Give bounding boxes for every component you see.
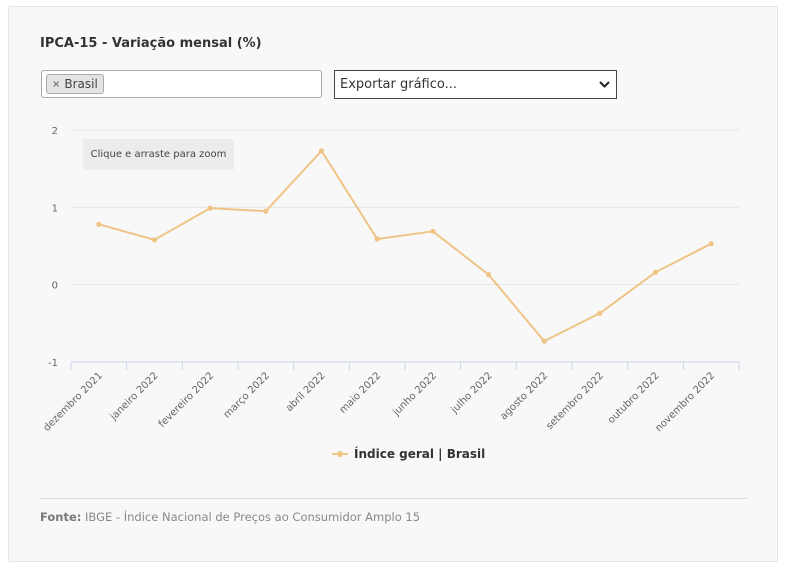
x-tick-label: dezembro 2021 — [42, 370, 105, 433]
footer-divider — [40, 498, 748, 499]
data-point[interactable] — [485, 272, 492, 278]
series-line — [98, 149, 712, 343]
data-point[interactable] — [207, 205, 213, 211]
data-point[interactable] — [597, 310, 603, 316]
x-tick-label: maio 2022 — [338, 370, 384, 416]
y-tick-label: 0 — [52, 281, 58, 292]
data-point[interactable] — [318, 148, 325, 154]
x-tick-label: fevereiro 2022 — [157, 370, 217, 430]
remove-chip-icon[interactable]: × — [52, 78, 61, 90]
region-filter-input[interactable]: × Brasil — [41, 70, 322, 98]
data-point[interactable] — [430, 228, 436, 234]
zoom-hint: Clique e arraste para zoom — [83, 139, 234, 170]
x-tick-label: novembro 2022 — [653, 370, 717, 434]
data-point[interactable] — [151, 237, 158, 243]
x-tick-label: janeiro 2022 — [108, 370, 161, 423]
filter-chip-label: Brasil — [64, 77, 98, 91]
source-text: IBGE - Índice Nacional de Preços ao Cons… — [85, 510, 421, 524]
data-point[interactable] — [708, 241, 714, 247]
source-label: Fonte: — [40, 510, 82, 524]
x-tick-label: março 2022 — [222, 370, 272, 420]
filter-chip-brasil: × Brasil — [46, 74, 104, 94]
y-tick-label: 1 — [52, 203, 58, 214]
x-tick-label: setembro 2022 — [544, 370, 606, 432]
chart-title: IPCA-15 - Variação mensal (%) — [40, 36, 262, 51]
legend-label: Índice geral | Brasil — [354, 447, 486, 461]
footer-source: Fonte: IBGE - Índice Nacional de Preços … — [40, 510, 420, 524]
x-tick-label: outubro 2022 — [606, 370, 662, 426]
x-tick-label: agosto 2022 — [498, 370, 550, 422]
x-tick-label: julho 2022 — [449, 370, 495, 416]
data-point[interactable] — [541, 338, 547, 344]
export-selected-value: Exportar gráfico... — [340, 77, 458, 92]
export-chart-select[interactable]: Exportar gráfico... — [334, 70, 617, 99]
data-point[interactable] — [96, 221, 102, 227]
data-point[interactable] — [263, 208, 269, 214]
y-tick-label: 2 — [52, 126, 58, 137]
legend-swatch — [332, 449, 348, 459]
chevron-down-icon — [599, 78, 610, 91]
data-point[interactable] — [374, 236, 380, 242]
y-tick-label: -1 — [48, 358, 58, 369]
legend-item[interactable]: Índice geral | Brasil — [332, 446, 485, 462]
x-tick-label: abril 2022 — [284, 370, 328, 414]
data-point[interactable] — [652, 269, 659, 275]
x-tick-label: junho 2022 — [390, 370, 438, 418]
